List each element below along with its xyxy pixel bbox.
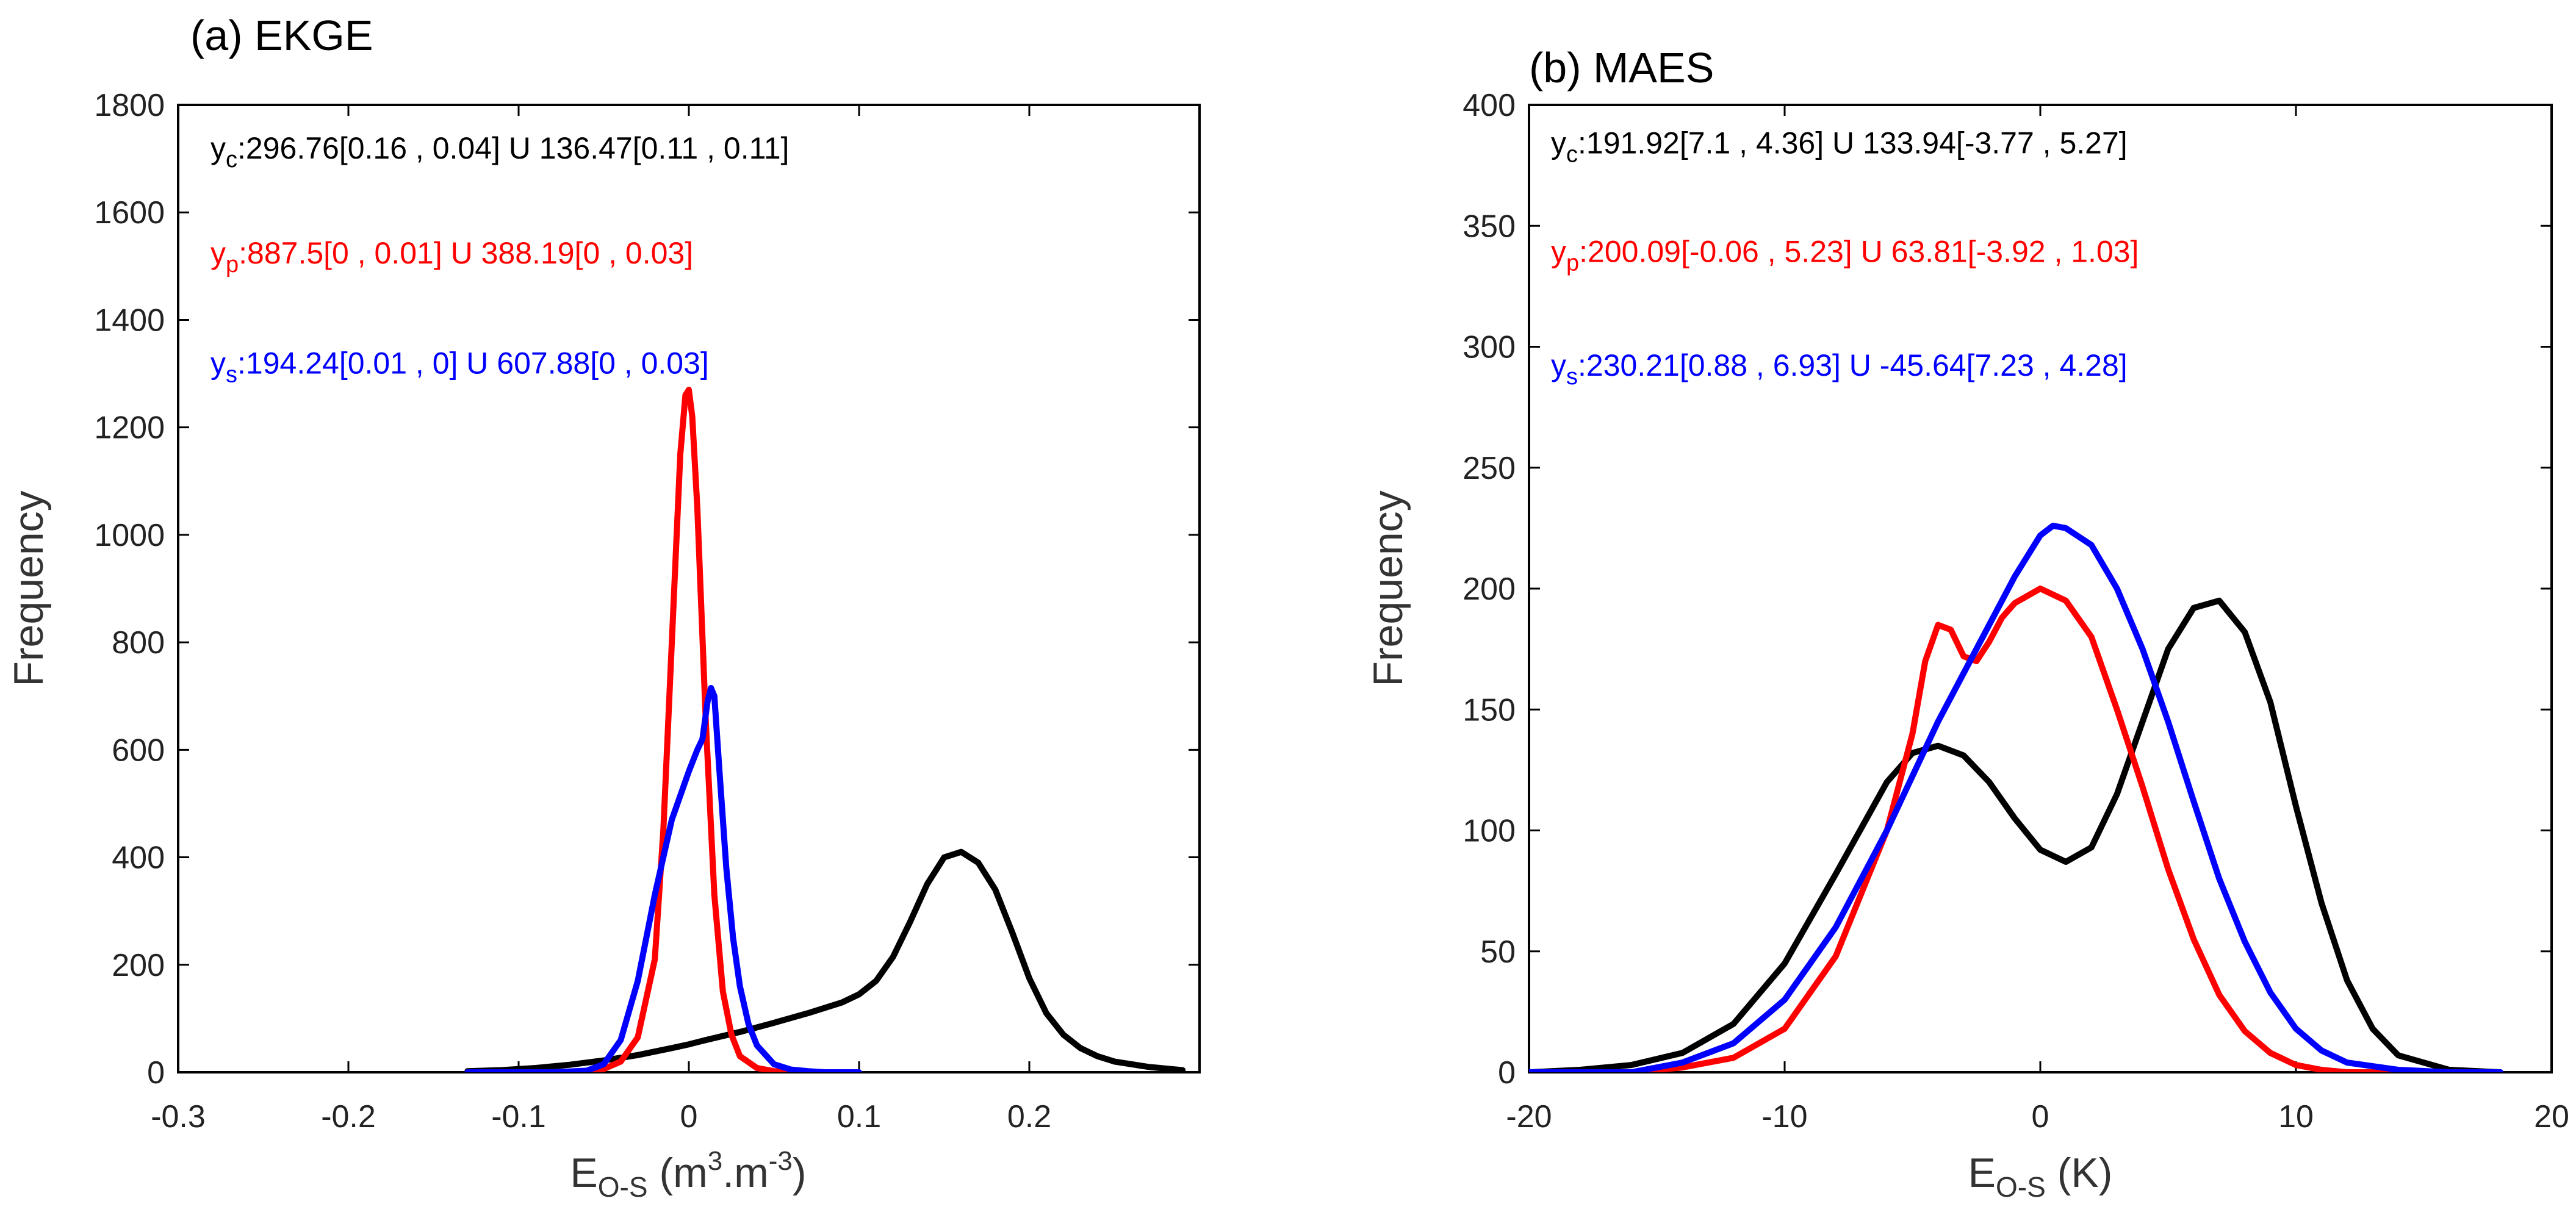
annotation-c: yc:191.92[7.1 , 4.36] U 133.94[-3.77 , 5… (1551, 126, 2128, 167)
y-tick-label: 1400 (94, 303, 165, 338)
panel-b: (b) MAES 0 50 100 150 200 250 300 350 400 -20 -10 0 1… (1365, 44, 2569, 1203)
series-line-y-p (1529, 586, 2453, 1072)
y-tick-label: 800 (112, 625, 165, 661)
y-tick-label: 1000 (94, 518, 165, 553)
x-axis-label: EO-S (m3.m-3) (570, 1146, 806, 1203)
annotation-p: yp:887.5[0 , 0.01] U 388.19[0 , 0.03] (210, 236, 693, 278)
series-line-y-p (464, 387, 829, 1072)
panel-title: (a) EKGE (190, 12, 373, 59)
x-tick-label: -20 (1506, 1099, 1552, 1134)
x-tick-label: 20 (2534, 1099, 2569, 1134)
y-tick-label: 250 (1462, 451, 1516, 486)
panel-title: (b) MAES (1529, 44, 1714, 91)
y-tick-label: 0 (147, 1055, 165, 1091)
series-line-y-s (464, 685, 862, 1072)
panel-a: (a) EKGE 0 200 400 600 800 1000 1200 1400 1600 180… (5, 12, 1201, 1203)
x-tick-label: 0.2 (1007, 1099, 1051, 1134)
x-tick-label: 0.1 (837, 1099, 881, 1134)
x-tick-label: -0.1 (491, 1099, 546, 1134)
y-tick-label: 200 (112, 948, 165, 983)
x-tick-label: 0 (2032, 1099, 2049, 1134)
series-line-y-c (1529, 597, 2504, 1072)
y-tick-label: 300 (1462, 330, 1516, 365)
y-tick-label: 0 (1498, 1055, 1516, 1091)
y-axis-label: Frequency (1365, 490, 1411, 686)
y-tick-label: 150 (1462, 692, 1516, 728)
y-tick-label: 400 (112, 840, 165, 876)
annotation-s: ys:194.24[0.01 , 0] U 607.88[0 , 0.03] (210, 346, 709, 388)
y-tick-label: 200 (1462, 572, 1516, 607)
y-tick-label: 400 (1462, 88, 1516, 123)
series-line-y-s (1529, 522, 2504, 1072)
y-tick-label: 1200 (94, 410, 165, 446)
annotation-c: yc:296.76[0.16 , 0.04] U 136.47[0.11 , 0… (210, 131, 789, 173)
y-tick-label: 1600 (94, 195, 165, 231)
y-tick-label: 350 (1462, 209, 1516, 244)
annotation-s: ys:230.21[0.88 , 6.93] U -45.64[7.23 , 4… (1551, 348, 2128, 390)
y-tick-label: 1800 (94, 88, 165, 123)
y-axis-label: Frequency (5, 490, 52, 686)
y-tick-label: 50 (1480, 934, 1516, 970)
x-tick-label: 0 (680, 1099, 698, 1134)
series-line-y-c (464, 848, 1186, 1072)
x-tick-label: 10 (2278, 1099, 2314, 1134)
annotation-p: yp:200.09[-0.06 , 5.23] U 63.81[-3.92 , … (1551, 235, 2139, 276)
y-tick-label: 600 (112, 733, 165, 768)
x-tick-label: -0.2 (321, 1099, 376, 1134)
x-tick-label: -10 (1761, 1099, 1807, 1134)
y-tick-label: 100 (1462, 814, 1516, 849)
x-axis-label: EO-S (K) (1968, 1150, 2113, 1203)
x-tick-label: -0.3 (151, 1099, 206, 1134)
